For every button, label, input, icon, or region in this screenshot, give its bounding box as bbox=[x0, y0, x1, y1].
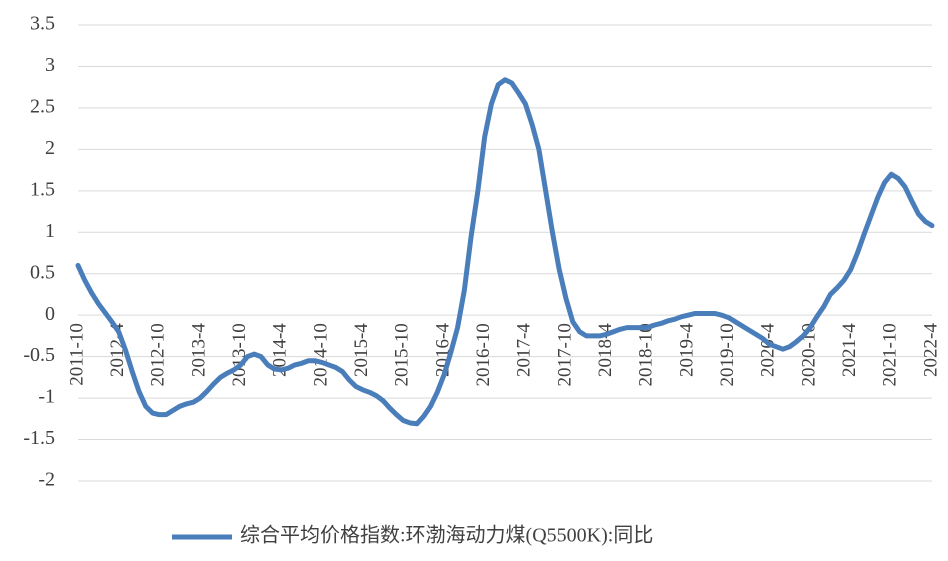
x-tick-label: 2021-4 bbox=[839, 323, 860, 377]
x-tick-label: 2014-10 bbox=[310, 323, 331, 386]
y-tick-label: -1 bbox=[38, 386, 55, 408]
legend-label: 综合平均价格指数:环渤海动力煤(Q5500K):同比 bbox=[240, 524, 653, 547]
data-line bbox=[75, 77, 935, 427]
x-tick-label: 2019-4 bbox=[676, 323, 697, 377]
y-tick-label: -0.5 bbox=[23, 344, 55, 366]
x-tick-label: 2014-4 bbox=[270, 323, 291, 377]
y-tick-label: 0.5 bbox=[30, 261, 55, 283]
x-tick-label: 2011-10 bbox=[66, 323, 87, 386]
x-tick-label: 2012-10 bbox=[148, 323, 169, 386]
x-tick-label: 2015-10 bbox=[392, 323, 413, 386]
x-tick-label: 2015-4 bbox=[351, 323, 372, 377]
x-tick-label: 2020-10 bbox=[798, 323, 819, 386]
y-tick-label: -1.5 bbox=[23, 427, 55, 449]
y-tick-label: 2 bbox=[45, 137, 55, 159]
y-tick-label: -2 bbox=[38, 469, 55, 491]
y-tick-label: 1 bbox=[45, 220, 55, 242]
x-tick-label: 2019-10 bbox=[717, 323, 738, 386]
x-tick-label: 2013-4 bbox=[188, 323, 209, 377]
x-tick-label: 2021-10 bbox=[880, 323, 901, 386]
x-tick-label: 2017-10 bbox=[554, 323, 575, 386]
y-tick-label: 3.5 bbox=[30, 13, 55, 35]
x-tick-label: 2017-4 bbox=[514, 323, 535, 377]
y-tick-label: 2.5 bbox=[30, 96, 55, 118]
y-tick-label: 1.5 bbox=[30, 178, 55, 200]
x-tick-label: 2022-4 bbox=[920, 323, 941, 377]
y-tick-label: 3 bbox=[45, 54, 55, 76]
x-tick-label: 2018-10 bbox=[636, 323, 657, 386]
y-tick-label: 0 bbox=[45, 303, 55, 325]
x-tick-label: 2016-10 bbox=[473, 323, 494, 386]
x-tick-label: 2020-4 bbox=[758, 323, 779, 377]
